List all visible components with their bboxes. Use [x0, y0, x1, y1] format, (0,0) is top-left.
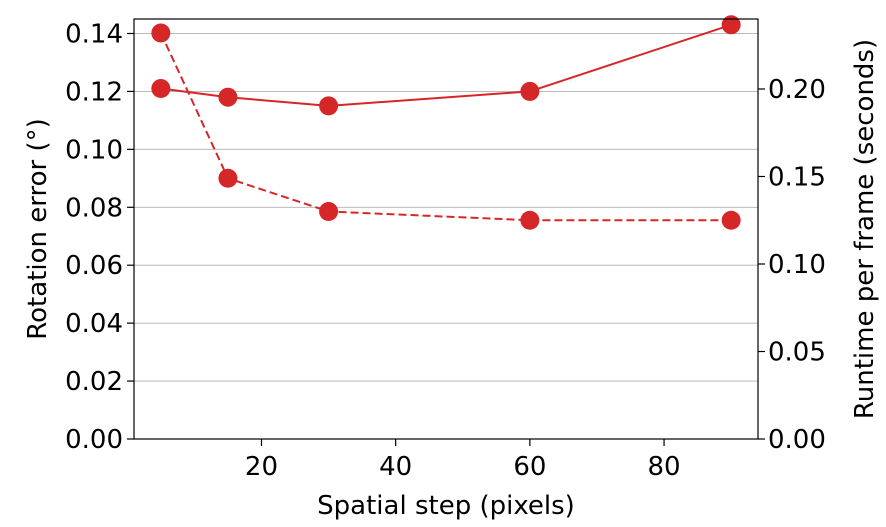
rotation-error-line: [160, 23, 732, 107]
right-y-axis-label: Runtime per frame (seconds): [850, 39, 880, 419]
rotation-error-point: [520, 81, 540, 101]
ticks: 0.00 0.02 0.04 0.06 0.08 0.10 0.12 0.14 0.00 0.05…: [65, 19, 826, 482]
left-y-tick-label: 0.04: [65, 309, 123, 339]
left-y-tick-label: 0.02: [65, 367, 123, 397]
right-y-tick-label: 0.20: [768, 75, 826, 105]
runtime-point: [721, 210, 741, 230]
series-layer: [151, 15, 741, 230]
x-tick-label: 60: [513, 452, 546, 482]
rotation-error-point: [319, 96, 339, 116]
runtime-point: [319, 202, 339, 221]
rotation-error-point: [218, 87, 238, 107]
x-tick-label: 20: [245, 452, 278, 482]
runtime-point: [151, 23, 171, 43]
x-tick-label: 40: [379, 452, 412, 482]
left-y-tick-label: 0.14: [65, 19, 123, 49]
left-y-tick-label: 0.06: [65, 251, 123, 281]
right-y-tick-label: 0.10: [768, 250, 826, 280]
runtime-line: [159, 32, 732, 222]
right-y-tick-label: 0.05: [768, 338, 826, 368]
runtime-point: [520, 210, 540, 230]
runtime-point: [218, 168, 238, 188]
right-y-tick-label: 0.00: [768, 425, 826, 455]
left-y-tick-label: 0.00: [65, 425, 123, 455]
right-y-tick-label: 0.15: [768, 163, 826, 193]
left-y-tick-label: 0.08: [65, 193, 123, 223]
rotation-error-point: [721, 15, 741, 35]
rotation-error-point: [151, 79, 171, 99]
left-y-tick-label: 0.10: [65, 135, 123, 165]
plot-frame: [133, 18, 759, 440]
left-y-axis-label: Rotation error (°): [23, 118, 53, 340]
left-y-tick-label: 0.12: [65, 77, 123, 107]
gridlines: [134, 33, 758, 440]
x-tick-label: 80: [648, 452, 681, 482]
x-axis-label: Spatial step (pixels): [317, 491, 575, 521]
